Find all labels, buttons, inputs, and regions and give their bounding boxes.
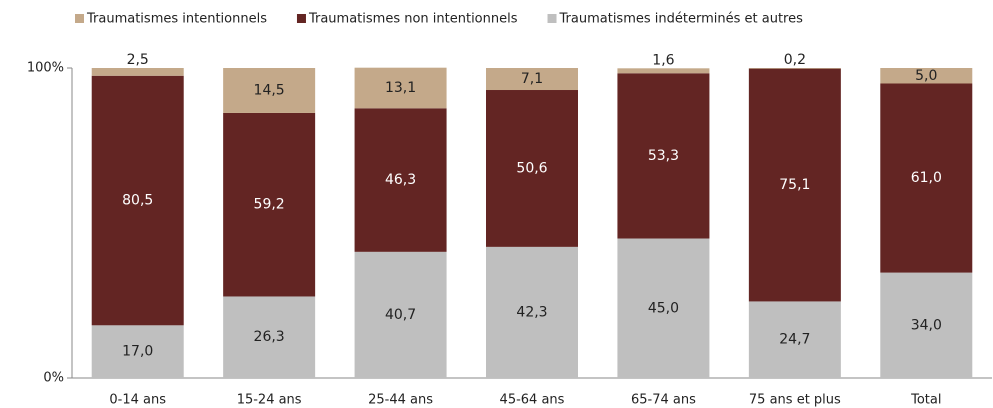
value-label: 75,1	[779, 177, 810, 193]
value-label: 42,3	[516, 304, 547, 320]
value-label: 13,1	[385, 80, 416, 96]
value-label: 1,6	[652, 52, 674, 68]
legend-label: Traumatismes non intentionnels	[308, 12, 518, 27]
bar-segment	[748, 68, 841, 302]
value-label: 14,5	[254, 82, 285, 98]
bar-segment	[354, 108, 447, 252]
value-label: 5,0	[915, 68, 937, 84]
value-label: 34,0	[911, 317, 942, 333]
bar-segment	[223, 296, 316, 378]
bar-segment	[91, 68, 184, 76]
value-label: 61,0	[911, 170, 942, 186]
x-tick-label: 25-44 ans	[368, 393, 433, 408]
value-label: 7,1	[521, 71, 543, 87]
bar-segment	[91, 325, 184, 378]
bar-segment	[617, 68, 710, 74]
bar-segment	[223, 68, 316, 113]
x-tick-label: 75 ans et plus	[749, 393, 841, 408]
y-tick-label: 0%	[43, 371, 64, 386]
bar-segment	[880, 83, 973, 273]
x-tick-label: 0-14 ans	[109, 393, 166, 408]
value-label: 24,7	[779, 332, 810, 348]
bar-segment	[617, 238, 710, 378]
value-label: 59,2	[254, 197, 285, 213]
bar-segment	[91, 75, 184, 326]
bar-segment	[223, 112, 316, 297]
x-tick-label: 65-74 ans	[631, 393, 696, 408]
bar-segment	[748, 68, 841, 69]
value-label: 26,3	[254, 329, 285, 345]
value-label: 45,0	[648, 300, 679, 316]
legend-swatch	[75, 14, 84, 23]
bar-segment	[486, 90, 578, 247]
value-label: 53,3	[648, 148, 679, 164]
bar-segment	[486, 246, 578, 378]
x-tick-label: 45-64 ans	[500, 393, 565, 408]
value-label: 0,2	[784, 52, 806, 68]
legend-swatch	[296, 14, 306, 23]
bar-segment	[617, 73, 710, 239]
bar-segment	[354, 67, 447, 109]
legend-swatch	[547, 14, 557, 23]
value-label: 80,5	[122, 193, 153, 209]
value-label: 2,5	[127, 52, 149, 68]
value-label: 50,6	[516, 160, 547, 176]
legend-label: Traumatismes intentionnels	[86, 12, 267, 27]
bar-segment	[748, 301, 841, 378]
bar-segment	[880, 68, 973, 84]
legend-label: Traumatismes indéterminés et autres	[559, 12, 804, 27]
y-tick-label: 100%	[27, 61, 64, 76]
x-tick-label: 15-24 ans	[237, 393, 302, 408]
bar-segment	[486, 68, 578, 91]
bar-segment	[354, 251, 447, 378]
x-tick-label: Total	[910, 393, 941, 408]
value-label: 46,3	[385, 172, 416, 188]
value-label: 40,7	[385, 307, 416, 323]
bar-segment	[880, 272, 973, 378]
value-label: 17,0	[122, 344, 153, 360]
